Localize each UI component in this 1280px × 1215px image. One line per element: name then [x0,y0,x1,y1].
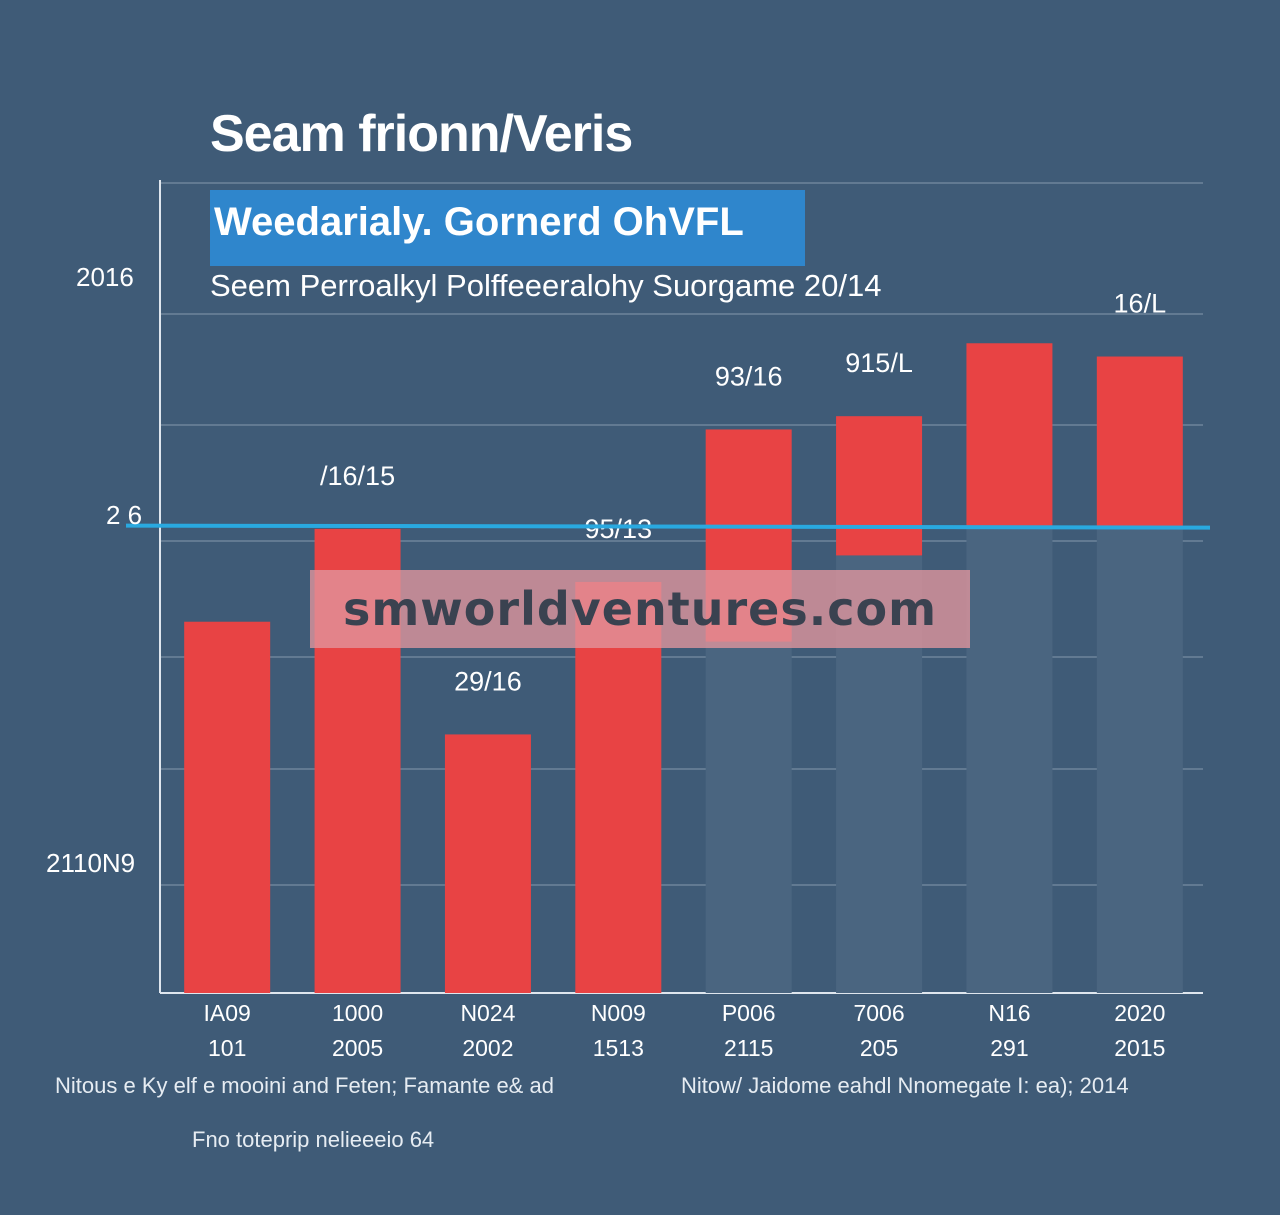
footnote-left: Nitous e Ky elf e mooini and Feten; Fama… [55,1073,554,1098]
shadow-bar [966,528,1053,993]
x-tick-label: N16 291 [988,1000,1031,1061]
watermark: smworldventures.com [310,570,970,648]
x-tick-label: IA09 101 [203,1000,251,1061]
bar [966,343,1053,529]
data-label: /16/15 [320,461,395,491]
x-tick-label: P006 2115 [721,1000,776,1061]
chart-title: Seam frionn/Veris [210,105,633,163]
data-label: 16/L [1114,289,1167,319]
data-label: 95/13 [585,514,653,544]
x-tick-label: 2020 2015 [1114,1000,1166,1061]
x-tick-label: N024 2002 [460,1000,516,1061]
y-tick-label: 2016 [76,262,134,292]
x-tick-label: 7006 205 [853,1000,905,1061]
chart-caption: Seem Perroalkyl Polffeeeralohy Suorgame … [210,268,882,303]
bar [1096,356,1183,529]
data-label: 29/16 [454,666,522,696]
y-tick-label: 2 6 [106,500,143,530]
shadow-bar [705,641,792,993]
y-tick-label: 2110N9 [46,848,136,878]
bar [575,581,662,993]
bar [444,734,531,993]
shadow-bar [1096,528,1183,993]
data-label: 93/16 [715,361,783,391]
bar [836,416,923,556]
data-label: 915/L [845,348,913,378]
bar [184,621,271,993]
reference-line [125,523,1211,530]
chart-subtitle: Weedarialy. Gornerd OhVFL [210,190,805,266]
x-tick-label: 1000 2005 [331,1000,384,1061]
footnote-bottom: Fno toteprip nelieeeio 64 [192,1127,435,1152]
footnote-right: Nitow/ Jaidome eahdl Nnomegate I: ea); 2… [681,1073,1129,1098]
x-tick-label: N009 1513 [590,1000,646,1061]
